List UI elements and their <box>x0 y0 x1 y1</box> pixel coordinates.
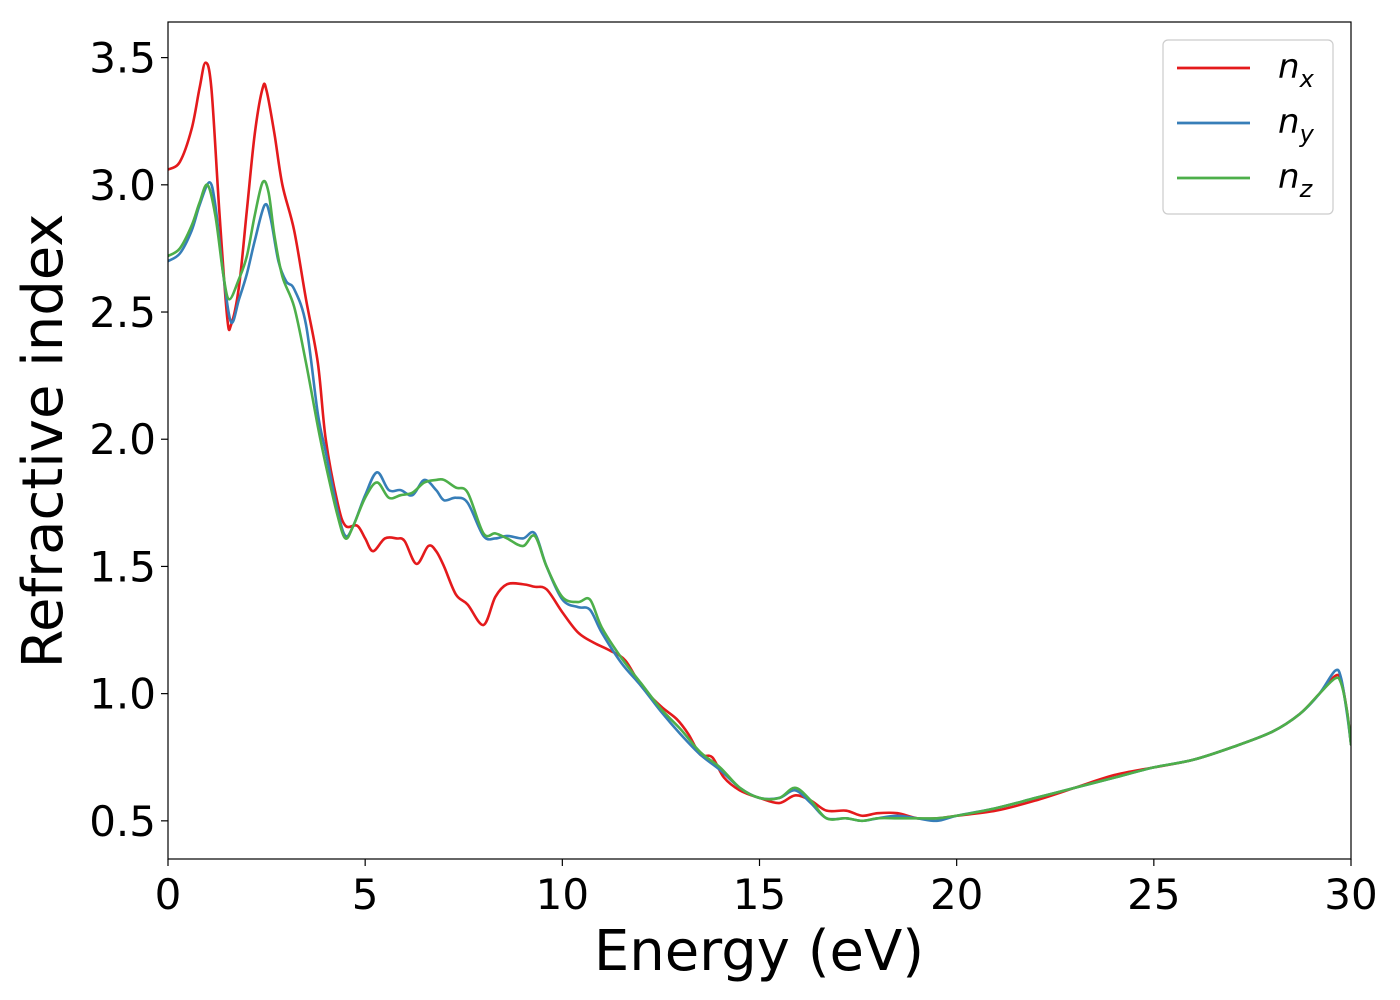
y-tick-label: 1.0 <box>89 670 156 719</box>
series-line-x <box>168 61 1351 821</box>
plot-area <box>167 21 1352 860</box>
y-tick-label: 3.0 <box>89 161 156 210</box>
y-tick-label: 0.5 <box>89 797 156 846</box>
x-axis: 0 5 10 15 20 25 30 <box>155 859 1378 919</box>
legend-label-y: ny <box>1278 102 1315 148</box>
legend-box <box>1162 39 1334 215</box>
y-tick-label: 1.5 <box>89 542 156 591</box>
y-tick-label: 2.0 <box>89 415 156 464</box>
y-axis-title: Refractive index <box>11 214 76 669</box>
legend-label-x: nx <box>1278 47 1315 93</box>
series-layer <box>168 61 1351 823</box>
legend: nx ny nz <box>1162 39 1334 215</box>
x-tick-label: 0 <box>155 870 182 919</box>
x-tick-label: 10 <box>536 870 589 919</box>
x-axis-title: Energy (eV) <box>594 919 924 984</box>
x-tick-label: 5 <box>352 870 379 919</box>
x-tick-label: 20 <box>930 870 983 919</box>
x-tick-label: 15 <box>733 870 786 919</box>
x-tick-label: 25 <box>1127 870 1180 919</box>
x-tick-label: 30 <box>1324 870 1377 919</box>
y-axis: 0.5 1.0 1.5 2.0 2.5 3.0 3.5 <box>89 34 168 846</box>
y-tick-label: 3.5 <box>89 34 156 83</box>
series-line-z <box>168 179 1351 823</box>
y-tick-label: 2.5 <box>89 288 156 337</box>
legend-label-z: nz <box>1278 157 1314 203</box>
